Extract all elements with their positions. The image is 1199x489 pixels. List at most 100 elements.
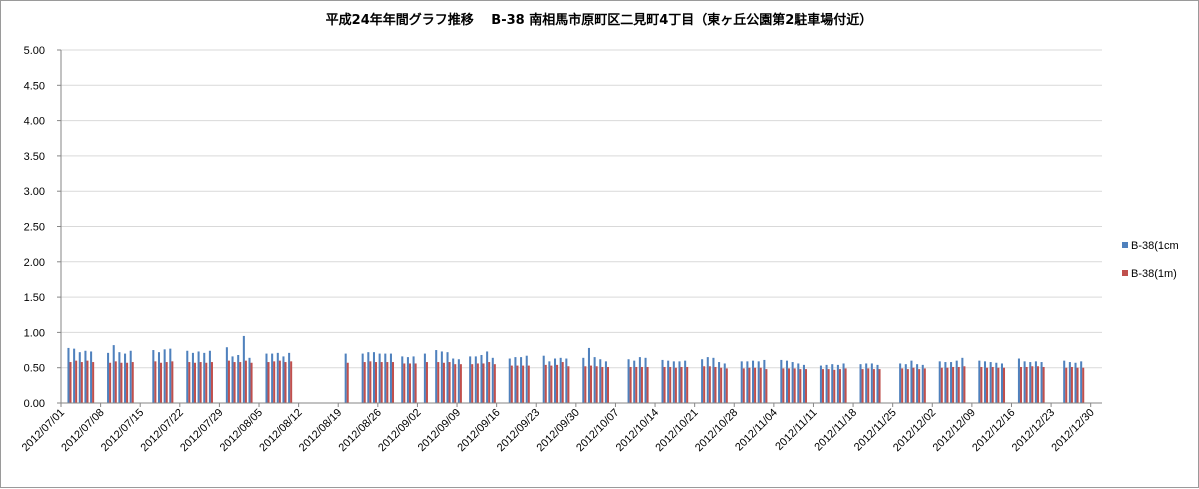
bar <box>672 361 675 403</box>
bar <box>129 350 132 403</box>
bar <box>799 369 802 403</box>
bar <box>84 350 87 403</box>
bar <box>978 360 981 403</box>
bar <box>1074 362 1077 403</box>
bar <box>488 362 491 403</box>
bar <box>701 359 704 403</box>
bar <box>912 367 915 403</box>
bar <box>1025 366 1028 403</box>
x-tick-label: 2012/11/04 <box>733 407 780 454</box>
bar <box>344 353 347 403</box>
bar <box>955 360 958 403</box>
bar <box>267 362 270 403</box>
bar <box>780 359 783 403</box>
bar <box>90 351 93 403</box>
bar <box>469 356 472 403</box>
bar <box>561 362 564 403</box>
bar <box>938 361 941 403</box>
chart-title: 平成24年年間グラフ推移 B-38 南相馬市原町区二見町4丁目（東ヶ丘公園第2駐… <box>326 12 873 28</box>
bar <box>250 362 253 403</box>
bar <box>554 358 557 403</box>
bar <box>601 366 604 403</box>
bar <box>67 347 70 403</box>
bar <box>663 366 666 403</box>
bar <box>788 368 791 403</box>
bar <box>425 362 428 403</box>
bar <box>118 352 121 403</box>
bar <box>1080 361 1083 403</box>
bar <box>112 345 115 403</box>
bar <box>797 363 800 403</box>
bar <box>231 356 234 403</box>
bar <box>154 361 157 403</box>
bar <box>595 366 598 403</box>
bar <box>859 364 862 403</box>
bar <box>446 352 449 403</box>
bar <box>491 357 494 403</box>
bar <box>819 365 822 403</box>
bar <box>124 353 127 403</box>
y-tick-label: 1.50 <box>24 292 45 304</box>
bar <box>703 366 706 403</box>
bar <box>248 357 251 403</box>
bar <box>633 360 636 403</box>
bar <box>1040 362 1043 403</box>
bar <box>952 366 955 403</box>
bar <box>1042 366 1045 403</box>
bar <box>69 362 72 403</box>
bar <box>599 359 602 403</box>
bar <box>865 363 868 403</box>
bar <box>910 360 913 403</box>
bar <box>233 362 236 403</box>
bar <box>587 347 590 403</box>
bar <box>412 356 415 403</box>
bar <box>437 362 440 403</box>
bar <box>754 367 757 403</box>
bar <box>389 353 392 403</box>
bar <box>363 362 366 403</box>
bar <box>940 367 943 403</box>
bar <box>646 366 649 403</box>
bar <box>635 366 638 403</box>
bar <box>782 368 785 403</box>
bar <box>197 351 200 403</box>
bar <box>244 360 247 403</box>
bar <box>403 363 406 403</box>
bar <box>995 362 998 403</box>
bar <box>584 366 587 403</box>
bar <box>791 362 794 403</box>
bar <box>712 357 715 403</box>
bar <box>944 362 947 403</box>
bar <box>242 335 245 403</box>
x-axis-ticks: 2012/07/012012/07/082012/07/152012/07/22… <box>20 403 1097 454</box>
bar <box>160 362 163 403</box>
bar <box>406 357 409 403</box>
bar <box>904 364 907 403</box>
bar <box>199 362 202 403</box>
bar <box>548 361 551 403</box>
bar <box>1002 367 1006 403</box>
bar <box>92 362 95 403</box>
bar <box>950 362 953 403</box>
bar <box>629 366 632 403</box>
bar <box>742 368 745 403</box>
bar <box>748 367 751 403</box>
bar <box>75 360 78 403</box>
x-tick-label: 2012/10/28 <box>693 407 740 454</box>
bar <box>759 367 762 403</box>
bar <box>476 363 479 403</box>
bar <box>1029 362 1032 403</box>
bar <box>963 366 966 403</box>
bar <box>1070 366 1073 403</box>
bar <box>678 361 681 403</box>
bar <box>763 359 766 403</box>
bar <box>107 352 110 403</box>
bar <box>1063 360 1066 403</box>
bar <box>474 356 477 403</box>
bar <box>442 362 445 403</box>
y-tick-label: 4.00 <box>24 116 45 128</box>
bar <box>793 368 796 403</box>
legend-swatch-1m <box>1122 270 1128 276</box>
